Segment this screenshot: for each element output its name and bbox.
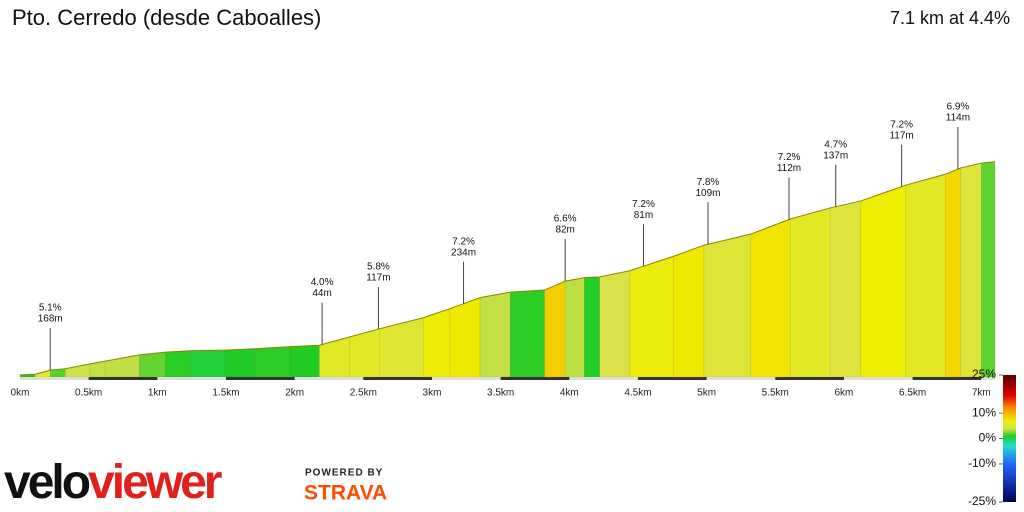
profile-outline bbox=[19, 161, 996, 376]
annotation-grade: 6.6% bbox=[554, 214, 577, 225]
profile-segment bbox=[629, 255, 674, 378]
profile-segment bbox=[945, 167, 961, 378]
x-tick-label: 5.5km bbox=[762, 388, 789, 399]
annotation-grade: 4.7% bbox=[824, 139, 847, 150]
x-tick-label: 2.5km bbox=[350, 388, 377, 399]
x-tick-label: 4.5km bbox=[624, 388, 651, 399]
annotation-length: 234m bbox=[451, 247, 476, 258]
x-axis-band bbox=[500, 377, 570, 380]
profile-segment bbox=[224, 348, 256, 378]
profile-segment bbox=[960, 162, 982, 378]
annotation-grade: 6.9% bbox=[947, 102, 970, 113]
x-axis-band bbox=[225, 377, 295, 380]
x-tick-label: 3km bbox=[423, 388, 442, 399]
x-tick-label: 2km bbox=[285, 388, 304, 399]
x-tick-label: 3.5km bbox=[487, 388, 514, 399]
profile-segment bbox=[254, 346, 291, 378]
profile-segment bbox=[673, 244, 705, 378]
profile-segment bbox=[860, 184, 907, 378]
x-tick-label: 1.5km bbox=[212, 388, 239, 399]
annotation-length: 117m bbox=[366, 273, 390, 284]
logo-part: viewer bbox=[88, 456, 222, 509]
logo: veloviewer bbox=[4, 456, 222, 509]
profile-segment bbox=[290, 344, 320, 378]
legend-tick-label: -25% bbox=[968, 494, 996, 508]
legend-tick-label: -10% bbox=[968, 456, 996, 470]
annotation-grade: 7.2% bbox=[452, 236, 475, 247]
annotation-grade: 7.2% bbox=[632, 199, 655, 210]
chart-subtitle: 7.1 km at 4.4% bbox=[890, 8, 1010, 28]
logo-part: velo bbox=[4, 456, 90, 509]
annotation-length: 168m bbox=[38, 314, 63, 325]
x-axis-band bbox=[88, 377, 158, 380]
profile-segment bbox=[703, 233, 751, 378]
profile-segment bbox=[750, 218, 791, 378]
legend-tick-label: 10% bbox=[972, 405, 996, 419]
x-tick-label: 6.5km bbox=[899, 388, 926, 399]
profile-segment bbox=[905, 173, 946, 378]
legend-tick-label: 25% bbox=[972, 367, 996, 381]
annotation-length: 137m bbox=[823, 150, 848, 161]
annotation-length: 112m bbox=[777, 163, 801, 174]
profile-segment bbox=[564, 277, 585, 378]
profile-segment bbox=[479, 291, 511, 378]
x-tick-label: 7km bbox=[972, 388, 991, 399]
annotation-grade: 7.2% bbox=[890, 119, 913, 130]
x-axis-band bbox=[912, 377, 982, 380]
legend-bar bbox=[1003, 375, 1016, 502]
profile-segment bbox=[449, 297, 481, 378]
chart-title: Pto. Cerredo (desde Caboalles) bbox=[12, 5, 321, 30]
profile-segment bbox=[829, 200, 861, 378]
x-axis-band bbox=[637, 377, 707, 380]
x-tick-label: 4km bbox=[560, 388, 579, 399]
x-tick-label: 6km bbox=[834, 388, 853, 399]
profile-segment bbox=[584, 276, 600, 378]
x-tick-label: 1km bbox=[148, 388, 167, 399]
profile-segment bbox=[319, 336, 350, 378]
annotation-grade: 5.1% bbox=[39, 303, 62, 314]
x-axis-band bbox=[775, 377, 844, 380]
profile-segment bbox=[189, 349, 225, 378]
annotation-grade: 4.0% bbox=[311, 277, 334, 288]
profile-segment bbox=[165, 350, 191, 378]
x-axis-band bbox=[363, 377, 432, 380]
annotation-length: 81m bbox=[634, 210, 653, 221]
profile-segment bbox=[599, 270, 631, 378]
annotation-length: 44m bbox=[312, 288, 331, 299]
x-tick-label: 0km bbox=[11, 388, 30, 399]
profile-segment bbox=[139, 351, 166, 378]
profile-segment bbox=[544, 280, 566, 378]
profile-segment bbox=[790, 207, 831, 378]
annotation-grade: 5.8% bbox=[367, 262, 390, 273]
annotation-length: 82m bbox=[555, 225, 574, 236]
profile-segment bbox=[509, 289, 545, 378]
profile-segment bbox=[980, 161, 996, 378]
strava-logo: STRAVA bbox=[304, 482, 387, 505]
x-tick-label: 5km bbox=[697, 388, 716, 399]
annotation-grade: 7.2% bbox=[778, 152, 801, 163]
x-tick-label: 0.5km bbox=[75, 388, 102, 399]
profile-segment bbox=[423, 308, 451, 378]
annotation-length: 114m bbox=[946, 113, 970, 124]
powered-by: POWERED BY bbox=[305, 468, 383, 479]
legend-tick-label: 0% bbox=[979, 431, 997, 445]
annotation-length: 117m bbox=[889, 130, 913, 141]
annotation-grade: 7.8% bbox=[697, 177, 720, 188]
annotation-length: 109m bbox=[695, 188, 720, 199]
